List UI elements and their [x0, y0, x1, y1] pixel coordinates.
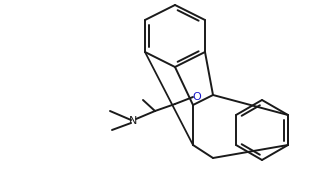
- Text: N: N: [129, 116, 137, 126]
- Text: O: O: [193, 92, 201, 102]
